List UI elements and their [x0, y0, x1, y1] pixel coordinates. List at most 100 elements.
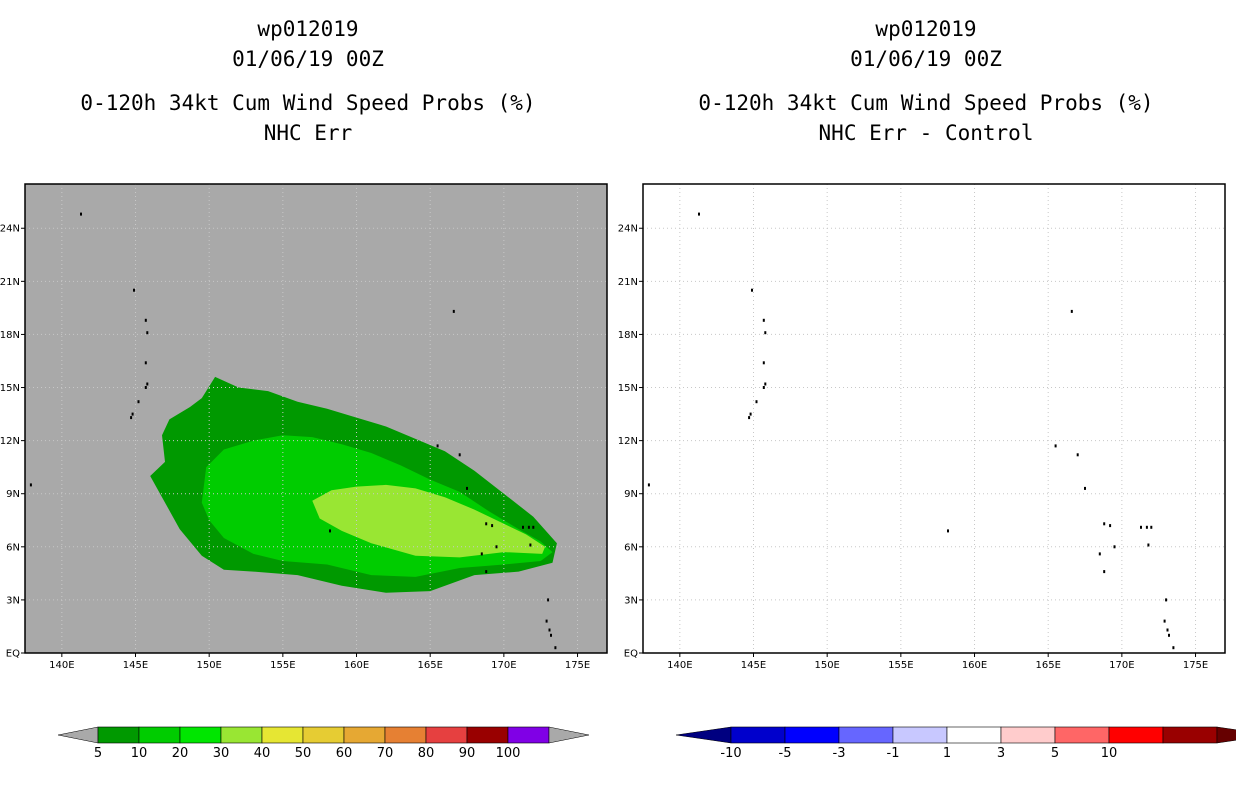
island-marker: [1113, 545, 1116, 549]
island-marker: [436, 444, 439, 448]
island-marker: [1145, 525, 1148, 529]
colorbar-segment: [220, 726, 263, 744]
island-marker: [545, 619, 548, 623]
colorbar-label: 10: [1101, 746, 1118, 761]
x-tick-label: 175E: [1183, 660, 1208, 671]
island-marker: [1172, 646, 1175, 650]
colorbar-arrow-high: [548, 726, 590, 744]
y-tick-label: 18N: [0, 330, 20, 341]
x-tick-label: 170E: [1109, 660, 1134, 671]
colorbar-segment: [1054, 726, 1110, 744]
colorbar-label: 5: [1051, 746, 1059, 761]
probability-contour-20pct: [312, 484, 546, 558]
colorbar-label: 30: [213, 746, 230, 761]
island-marker: [329, 529, 331, 533]
island-marker: [144, 361, 147, 365]
x-tick-label: 150E: [196, 660, 221, 671]
colorbar-label: -5: [779, 746, 792, 761]
island-marker: [762, 361, 765, 365]
x-tick-label: 140E: [667, 660, 692, 671]
colorbar-segment: [1000, 726, 1056, 744]
x-tick-label: 155E: [270, 660, 295, 671]
x-tick-label: 165E: [1035, 660, 1060, 671]
x-tick-label: 150E: [814, 660, 839, 671]
x-tick-label: 140E: [49, 660, 74, 671]
colorbar-label: -1: [887, 746, 900, 761]
colorbar-segment: [466, 726, 509, 744]
island-marker: [647, 483, 650, 487]
island-marker: [698, 212, 700, 216]
colorbar-segment: [1108, 726, 1164, 744]
island-marker: [485, 522, 488, 526]
y-tick-label: 21N: [618, 277, 638, 288]
island-marker: [755, 400, 758, 404]
colorbar-label: 10: [131, 746, 148, 761]
y-tick-label: 6N: [6, 542, 20, 553]
island-marker: [1150, 525, 1153, 529]
island-marker: [144, 318, 147, 322]
island-marker: [1168, 633, 1170, 637]
island-marker: [762, 386, 765, 389]
island-marker: [144, 386, 147, 389]
colorbar-segment: [784, 726, 840, 744]
colorbar-label: -3: [833, 746, 846, 761]
colorbar-segment: [507, 726, 550, 744]
colorbar-arrow-high: [1216, 726, 1236, 744]
right-map-panel: 140E 145E 150E 155E 160E 165E 170E 175E EQ 3N 6N 9N…: [618, 183, 1226, 671]
x-tick-label: 145E: [123, 660, 148, 671]
colorbar-segment: [946, 726, 1002, 744]
island-marker: [495, 545, 498, 549]
island-marker: [452, 309, 455, 313]
y-tick-label: 24N: [618, 224, 638, 235]
island-marker: [29, 483, 32, 487]
island-marker: [1140, 525, 1142, 529]
island-marker: [762, 318, 765, 322]
island-marker: [532, 525, 535, 529]
y-tick-label: 9N: [624, 489, 638, 500]
x-tick-label: 175E: [565, 660, 590, 671]
y-tick-label: 24N: [0, 224, 20, 235]
island-marker: [1084, 486, 1086, 490]
product-subtitle: NHC Err - Control: [818, 121, 1034, 145]
island-marker: [485, 570, 488, 574]
island-marker: [1103, 570, 1106, 574]
product-title: 0-120h 34kt Cum Wind Speed Probs (%): [698, 91, 1154, 115]
x-tick-label: 160E: [962, 660, 987, 671]
island-marker: [458, 453, 461, 457]
y-tick-label: 15N: [0, 383, 20, 394]
island-marker: [748, 416, 751, 420]
map-frame: [24, 183, 608, 654]
island-marker: [529, 543, 532, 547]
x-tick-label: 170E: [491, 660, 516, 671]
y-tick-label: 18N: [618, 330, 638, 341]
x-tick-label: 165E: [417, 660, 442, 671]
forecast-time: 01/06/19 00Z: [232, 47, 384, 71]
colorbar-label: -10: [720, 746, 741, 761]
colorbar-label: 20: [172, 746, 189, 761]
colorbar-label: 70: [377, 746, 394, 761]
colorbar-segment: [343, 726, 386, 744]
island-marker: [751, 288, 753, 292]
island-marker: [764, 382, 767, 386]
colorbar-segment: [179, 726, 222, 744]
island-marker: [764, 331, 767, 335]
colorbar-label: 100: [496, 746, 521, 761]
island-marker: [749, 412, 752, 416]
colorbar-segment: [425, 726, 468, 744]
left-colorbar: 5 10 20 30 40 50 60 70 80 90 100: [57, 726, 590, 761]
colorbar-label: 3: [997, 746, 1005, 761]
island-marker: [550, 633, 552, 637]
island-marker: [1166, 628, 1169, 632]
colorbar-label: 40: [254, 746, 271, 761]
island-marker: [146, 382, 149, 386]
colorbar-segment: [838, 726, 894, 744]
colorbar-label: 50: [295, 746, 312, 761]
product-subtitle: NHC Err: [263, 121, 353, 145]
y-tick-label: 12N: [0, 436, 20, 447]
island-marker: [130, 416, 133, 420]
island-marker: [80, 212, 82, 216]
colorbar-arrow-low: [57, 726, 99, 744]
colorbar-segment: [138, 726, 181, 744]
island-marker: [480, 552, 483, 556]
